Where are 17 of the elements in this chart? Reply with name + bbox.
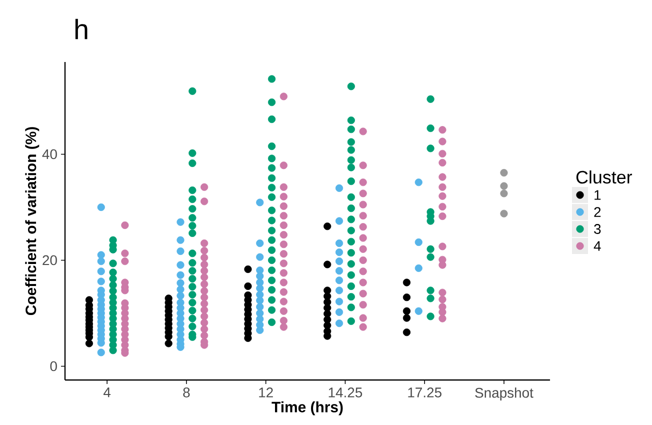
y-axis-title: Coefficient of variation (%) bbox=[25, 127, 40, 316]
x-axis-title: Time (hrs) bbox=[272, 401, 343, 416]
x-tick-label: 17.25 bbox=[408, 388, 442, 398]
x-tick-label: Snapshot bbox=[475, 388, 534, 401]
y-tick-label: 0 bbox=[50, 361, 57, 372]
legend-title: Cluster bbox=[576, 170, 632, 184]
x-tick-label: 8 bbox=[183, 388, 190, 398]
legend-label: 1 bbox=[594, 190, 601, 200]
legend-label: 4 bbox=[594, 241, 601, 251]
x-tick-label: 12 bbox=[259, 388, 273, 398]
y-tick-label: 40 bbox=[42, 149, 57, 160]
chart-title: h bbox=[75, 18, 88, 40]
x-tick-label: 4 bbox=[104, 388, 111, 398]
x-tick-label: 14.25 bbox=[328, 388, 362, 398]
legend-label: 2 bbox=[594, 207, 601, 217]
y-tick-label: 20 bbox=[42, 255, 57, 266]
legend-label: 3 bbox=[594, 224, 601, 234]
